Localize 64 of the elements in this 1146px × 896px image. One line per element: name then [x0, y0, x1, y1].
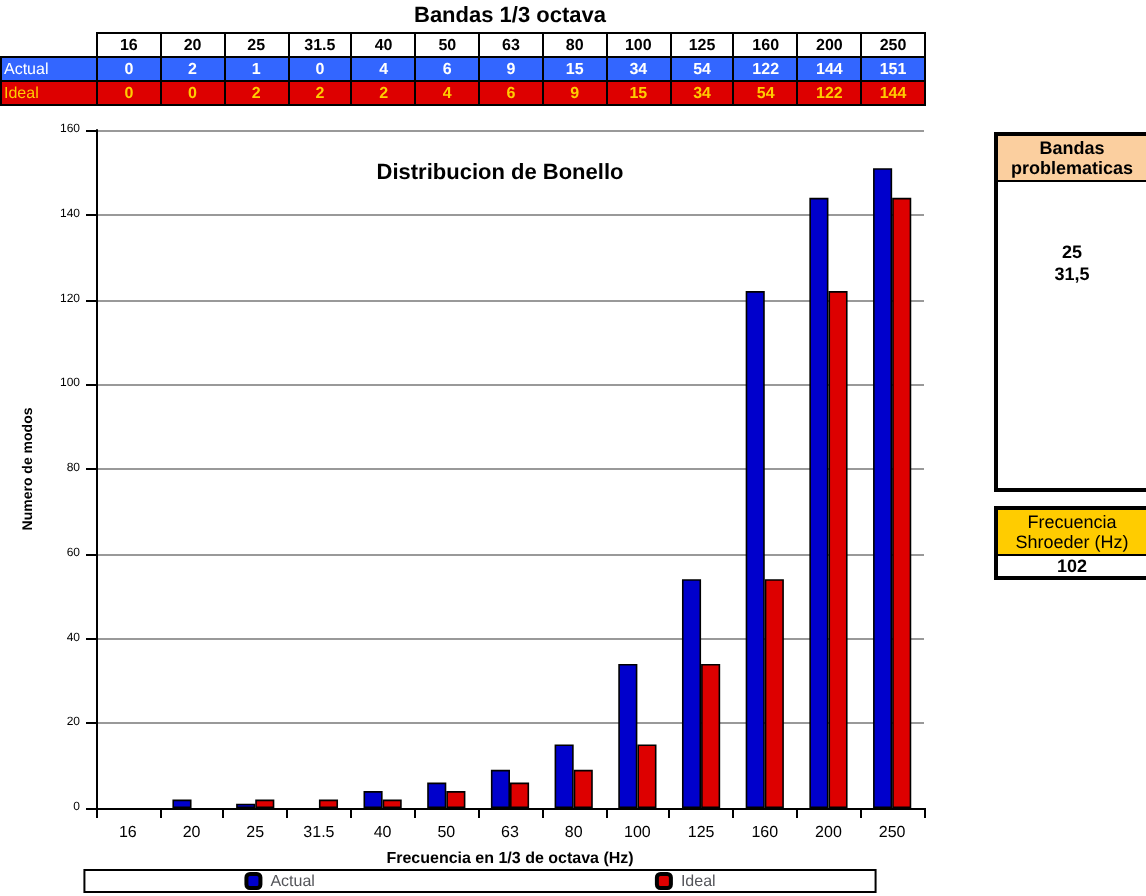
- text: 102: [1054, 556, 1090, 576]
- data-label: 54: [733, 81, 798, 105]
- category-label: 31.5: [304, 36, 336, 54]
- x-tick-label: 80: [564, 823, 584, 841]
- data-label: 9: [542, 81, 607, 105]
- text: Bandas problematicas: [998, 136, 1146, 182]
- data-label: 9: [479, 57, 543, 81]
- text: Bandas 1/3 octava: [412, 4, 608, 28]
- data-label: 151: [861, 57, 925, 81]
- data-label: 1: [224, 57, 289, 81]
- text: Distribucion de Bonello: [376, 161, 625, 185]
- text: 31,5: [1052, 264, 1092, 286]
- x-tick-label: 31.5: [303, 823, 336, 841]
- data-label: 0: [160, 81, 225, 105]
- x-tick-label: 50: [437, 823, 457, 841]
- x-tick-label: 20: [182, 823, 202, 841]
- x-tick-label: 200: [815, 823, 843, 841]
- data-label: 122: [797, 81, 862, 105]
- data-label: 15: [542, 57, 607, 81]
- text: Ideal: [4, 84, 39, 102]
- category-label: 25: [1061, 242, 1082, 262]
- text: 25: [224, 33, 289, 57]
- category-label: 80: [565, 36, 584, 54]
- category-label: 100: [624, 36, 652, 54]
- x-tick-label: 250: [878, 823, 907, 841]
- data-label: 144: [861, 81, 925, 105]
- x-tick-label: 16: [118, 823, 138, 841]
- text: Actual: [4, 60, 49, 78]
- legend-label: Actual: [270, 872, 316, 890]
- x-tick-label: 40: [373, 823, 393, 841]
- x-axis-title: Frecuencia en 1/3 de octava (Hz): [386, 848, 635, 867]
- data-label: 144: [797, 57, 862, 81]
- category-label: 160: [752, 36, 780, 54]
- legend-label: Ideal: [680, 872, 717, 890]
- data-label: 34: [606, 57, 671, 81]
- category-label: 20: [183, 36, 202, 54]
- data-label: 2: [288, 81, 352, 105]
- category-label: 63: [502, 36, 520, 54]
- data-label: 2: [160, 57, 225, 81]
- category-label: 250: [879, 36, 907, 54]
- data-label: 54: [670, 57, 734, 81]
- x-tick-label: 160: [751, 823, 780, 841]
- data-label: 6: [415, 57, 480, 81]
- category-label: 200: [816, 36, 843, 54]
- category-label: 16: [119, 36, 138, 54]
- data-label: 2: [224, 81, 289, 105]
- data-label: 4: [351, 57, 416, 81]
- data-label: 0: [97, 57, 161, 81]
- data-label: 6: [479, 81, 543, 105]
- x-tick-label: 100: [624, 823, 652, 841]
- category-label: 40: [374, 36, 393, 54]
- data-label: 15: [606, 81, 671, 105]
- text: Frecuencia Shroeder (Hz): [998, 510, 1146, 556]
- data-label: 34: [670, 81, 734, 105]
- category-label: 50: [438, 36, 457, 54]
- x-tick-label: 25: [246, 823, 266, 841]
- data-label: 0: [288, 57, 352, 81]
- data-label: 122: [733, 57, 798, 81]
- data-label: 0: [97, 81, 161, 105]
- data-label: 2: [351, 81, 416, 105]
- category-label: 125: [688, 36, 716, 54]
- data-label: 4: [415, 81, 480, 105]
- x-tick-label: 63: [501, 823, 520, 841]
- x-tick-label: 125: [687, 823, 716, 841]
